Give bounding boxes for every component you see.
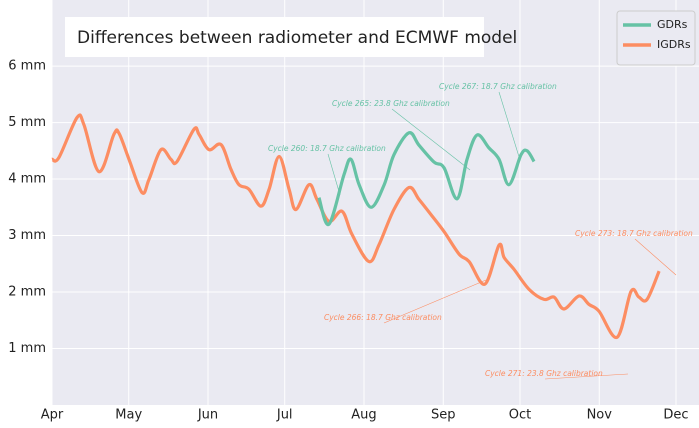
y-tick-label: 2 mm bbox=[8, 285, 46, 300]
x-tick-label: Dec bbox=[663, 408, 688, 423]
annotation: Cycle 260: 18.7 Ghz calibration bbox=[268, 144, 386, 153]
annotation: Cycle 271: 23.8 Ghz calibration bbox=[485, 369, 603, 378]
x-tick-label: Jul bbox=[276, 408, 293, 423]
y-tick-label: 3 mm bbox=[8, 228, 46, 243]
x-tick-label: Aug bbox=[351, 408, 376, 423]
annotation-arrow bbox=[498, 91, 521, 161]
annotation-arrow bbox=[391, 108, 471, 171]
y-tick-label: 1 mm bbox=[8, 341, 46, 356]
annotation: Cycle 265: 23.8 Ghz calibration bbox=[332, 99, 450, 108]
x-tick-label: Oct bbox=[509, 408, 531, 423]
legend-label: GDRs bbox=[657, 18, 688, 31]
x-tick-label: Jun bbox=[197, 408, 218, 423]
annotation-arrow bbox=[544, 373, 629, 380]
title-box bbox=[65, 17, 484, 57]
annotation-arrow bbox=[327, 153, 341, 196]
x-tick-label: Nov bbox=[587, 408, 613, 423]
annotation-arrow bbox=[383, 279, 487, 324]
annotation: Cycle 267: 18.7 Ghz calibration bbox=[439, 82, 557, 91]
annotation: Cycle 273: 18.7 Ghz calibration bbox=[575, 229, 693, 238]
chart-title: Differences between radiometer and ECMWF… bbox=[77, 28, 517, 48]
y-tick-label: 6 mm bbox=[8, 59, 46, 74]
x-tick-label: Sep bbox=[431, 408, 456, 423]
y-tick-label: 4 mm bbox=[8, 172, 46, 187]
annotation: Cycle 266: 18.7 Ghz calibration bbox=[324, 313, 442, 322]
x-tick-label: May bbox=[115, 408, 142, 423]
data-line bbox=[317, 131, 536, 226]
legend-label: IGDRs bbox=[657, 38, 691, 51]
x-tick-label: Apr bbox=[41, 408, 64, 423]
y-tick-label: 5 mm bbox=[8, 115, 46, 130]
annotation-arrow bbox=[634, 238, 677, 276]
